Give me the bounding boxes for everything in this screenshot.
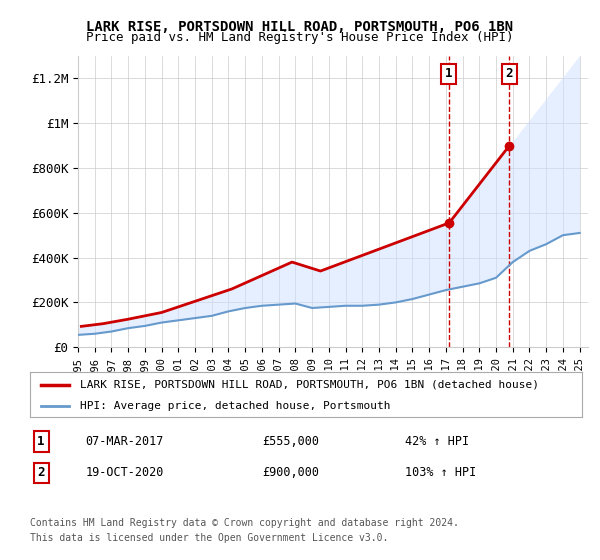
Text: Contains HM Land Registry data © Crown copyright and database right 2024.: Contains HM Land Registry data © Crown c… (30, 518, 459, 528)
Text: 42% ↑ HPI: 42% ↑ HPI (406, 435, 469, 448)
Text: LARK RISE, PORTSDOWN HILL ROAD, PORTSMOUTH, PO6 1BN (detached house): LARK RISE, PORTSDOWN HILL ROAD, PORTSMOU… (80, 380, 539, 390)
Text: 19-OCT-2020: 19-OCT-2020 (85, 466, 164, 479)
Text: 1: 1 (445, 67, 452, 81)
Text: This data is licensed under the Open Government Licence v3.0.: This data is licensed under the Open Gov… (30, 533, 388, 543)
Text: 2: 2 (37, 466, 45, 479)
Text: 1: 1 (37, 435, 45, 448)
Text: HPI: Average price, detached house, Portsmouth: HPI: Average price, detached house, Port… (80, 401, 390, 411)
Text: LARK RISE, PORTSDOWN HILL ROAD, PORTSMOUTH, PO6 1BN: LARK RISE, PORTSDOWN HILL ROAD, PORTSMOU… (86, 20, 514, 34)
Text: £900,000: £900,000 (262, 466, 319, 479)
Text: Price paid vs. HM Land Registry's House Price Index (HPI): Price paid vs. HM Land Registry's House … (86, 31, 514, 44)
Text: 103% ↑ HPI: 103% ↑ HPI (406, 466, 476, 479)
Text: 07-MAR-2017: 07-MAR-2017 (85, 435, 164, 448)
Text: £555,000: £555,000 (262, 435, 319, 448)
Text: 2: 2 (506, 67, 513, 81)
